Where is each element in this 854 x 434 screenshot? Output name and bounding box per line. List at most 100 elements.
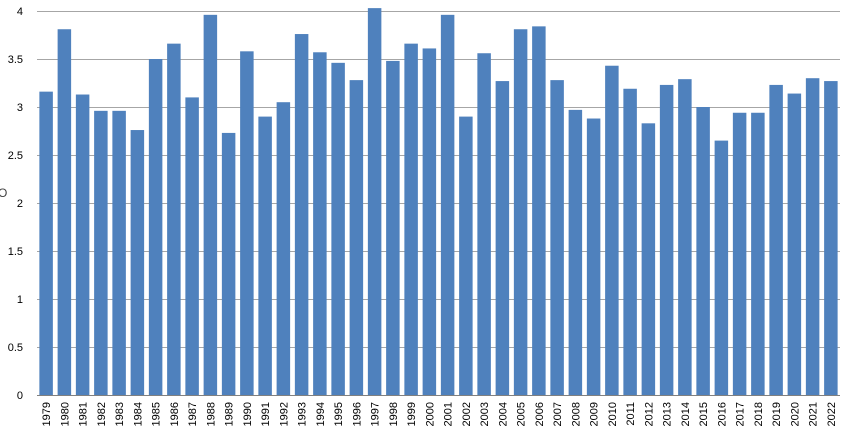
x-tick-label: 1982 (96, 402, 108, 426)
bar-2008 (568, 109, 583, 395)
bar-1985 (148, 59, 163, 395)
x-tick-label: 2019 (771, 402, 783, 426)
x-tick-label: 2015 (698, 402, 710, 426)
bar-2014 (678, 79, 692, 395)
bar-1984 (130, 130, 145, 396)
bar-1997 (367, 8, 382, 396)
bar-2002 (459, 116, 473, 395)
bar-1983 (112, 110, 126, 395)
x-tick-label: 1984 (132, 402, 144, 426)
bar-1988 (203, 14, 218, 396)
x-tick-label: 1989 (224, 402, 236, 426)
x-tick-label: 2005 (516, 402, 528, 426)
x-tick-label: 1990 (242, 402, 254, 426)
bar-1987 (185, 97, 199, 396)
bar-2004 (495, 81, 510, 395)
bar-1999 (404, 43, 418, 395)
bar-2015 (696, 107, 710, 395)
bar-1993 (294, 34, 309, 395)
bar-2019 (769, 84, 783, 396)
x-tick-label: 2012 (643, 402, 655, 426)
bar-2003 (477, 53, 491, 396)
x-tick-label: 2002 (461, 402, 473, 426)
x-tick-label: 1986 (169, 402, 181, 426)
bar-1982 (94, 110, 108, 395)
bar-1986 (167, 43, 181, 395)
x-tick-label: 2014 (680, 402, 692, 426)
x-axis-ticks: 1979 1980 1981 1982 1983 1984 1985 1986 1987 1988… (41, 402, 838, 426)
bar-1979 (39, 91, 53, 395)
bar-2007 (550, 80, 564, 396)
x-tick-label: 2000 (424, 402, 436, 426)
bar-1989 (221, 132, 236, 396)
x-tick-label: 1999 (406, 402, 418, 426)
x-tick-label: 1994 (315, 402, 327, 426)
bar-1981 (75, 94, 90, 396)
y-tick-label: 2.5 (8, 150, 23, 162)
x-tick-label: 2016 (716, 402, 728, 426)
bar-2001 (440, 14, 455, 396)
x-tick-label: 2001 (443, 402, 455, 426)
x-tick-label: 2022 (826, 402, 838, 426)
x-tick-label: 1996 (351, 402, 363, 426)
bar-2006 (532, 26, 546, 396)
bar-2013 (659, 84, 674, 396)
bar-2005 (513, 29, 528, 396)
x-tick-label: 2017 (735, 402, 747, 426)
x-tick-label: 1993 (297, 402, 309, 426)
y-tick-label: 2 (17, 198, 23, 210)
y-tick-label: 3 (17, 102, 23, 114)
bar-1990 (240, 51, 254, 395)
bar-2017 (732, 112, 747, 395)
x-tick-label: 2003 (479, 402, 491, 426)
x-tick-label: 1983 (114, 402, 126, 426)
x-tick-label: 2010 (607, 402, 619, 426)
bar-2010 (605, 65, 619, 395)
y-tick-label: 0 (17, 390, 23, 402)
x-tick-label: 1995 (333, 402, 345, 426)
x-tick-label: 1997 (370, 402, 382, 426)
clipped-axis-title: O (0, 186, 8, 200)
x-tick-label: 1998 (388, 402, 400, 426)
bar-2012 (641, 123, 656, 395)
x-tick-label: 1981 (78, 402, 90, 426)
x-tick-label: 2021 (808, 402, 820, 426)
x-tick-label: 1987 (187, 402, 199, 426)
y-tick-label: 1 (17, 294, 23, 306)
x-tick-label: 1985 (151, 402, 163, 426)
bar-1991 (258, 116, 272, 395)
bar-1994 (313, 52, 327, 395)
bar-1980 (57, 29, 72, 396)
bar-2000 (422, 48, 437, 395)
bar-1992 (276, 102, 291, 395)
bar-1998 (386, 60, 400, 396)
bars (39, 8, 838, 396)
y-tick-label: 3.5 (8, 54, 23, 66)
x-tick-label: 2006 (534, 402, 546, 426)
x-tick-label: 2018 (753, 402, 765, 426)
y-tick-label: 1.5 (8, 246, 23, 258)
bar-1996 (349, 80, 364, 396)
x-tick-label: 1979 (41, 402, 53, 426)
y-axis-ticks: 0 0.5 1 1.5 2 2.5 3 3.5 4 (8, 6, 23, 402)
x-tick-label: 2020 (789, 402, 801, 426)
bar-2011 (623, 88, 637, 395)
x-tick-label: 2011 (625, 402, 637, 426)
x-tick-label: 1992 (278, 402, 290, 426)
bar-2018 (751, 112, 765, 395)
x-tick-label: 1991 (260, 402, 272, 426)
x-tick-label: 1988 (205, 402, 217, 426)
bar-2016 (714, 140, 729, 395)
x-tick-label: 2008 (570, 402, 582, 426)
x-tick-label: 2013 (662, 402, 674, 426)
bar-1995 (331, 62, 345, 396)
bar-2021 (805, 78, 820, 395)
bar-2022 (824, 81, 838, 395)
bar-2009 (586, 118, 601, 396)
x-tick-label: 1980 (59, 402, 71, 426)
x-tick-label: 2007 (552, 402, 564, 426)
bar-2020 (787, 93, 802, 395)
x-tick-label: 2009 (589, 402, 601, 426)
